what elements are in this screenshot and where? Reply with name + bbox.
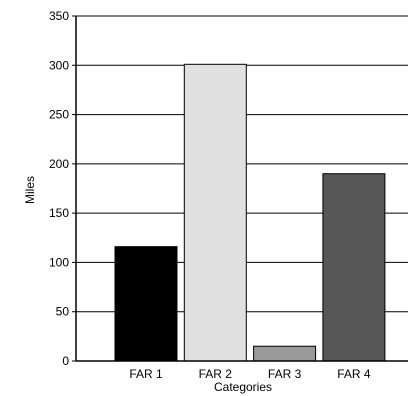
y-tick-label: 100 [49, 255, 69, 269]
bar-far-1 [114, 246, 178, 362]
x-tick-label: FAR 4 [337, 367, 371, 381]
y-tick-label: 250 [49, 108, 69, 122]
y-tick-label: 150 [49, 206, 69, 220]
y-tick-label: 200 [49, 157, 69, 171]
x-tick-label: FAR 1 [129, 367, 163, 381]
bar-far-4 [322, 173, 386, 362]
y-tick-label: 0 [62, 354, 69, 368]
tick-labels: 0 50 100 150 200 250 300 350 FAR 1 FAR 2 FAR 3 FAR … [49, 9, 371, 381]
x-axis-title: Categories [214, 380, 272, 394]
bar-far-3 [253, 345, 317, 362]
y-axis-title: Miles [23, 176, 37, 204]
x-tick-label: FAR 2 [199, 367, 233, 381]
y-tick-label: 50 [56, 305, 70, 319]
axes [72, 15, 408, 362]
x-tick-label: FAR 3 [268, 367, 302, 381]
bar-far-2 [183, 63, 247, 362]
y-tick-label: 350 [49, 9, 69, 23]
y-tick-label: 300 [49, 58, 69, 72]
